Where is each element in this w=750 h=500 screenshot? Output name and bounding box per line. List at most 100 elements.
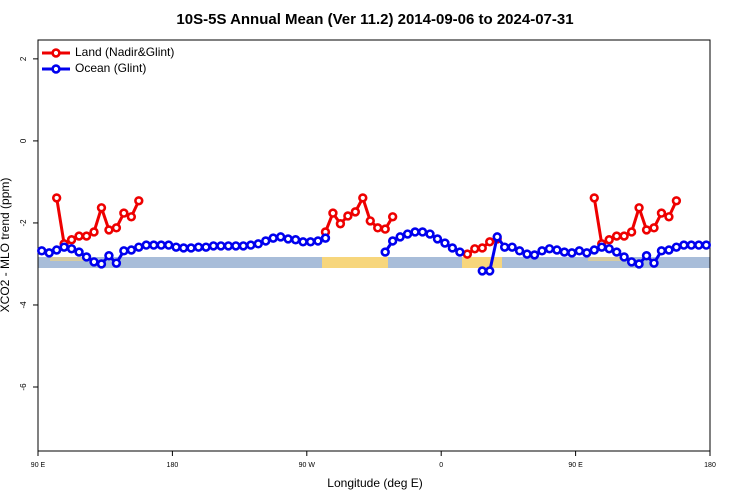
data-point xyxy=(701,240,711,250)
data-point xyxy=(507,242,517,252)
data-point xyxy=(470,244,480,254)
data-point xyxy=(656,208,667,218)
data-point xyxy=(343,211,353,221)
data-point xyxy=(582,248,592,258)
data-point xyxy=(193,242,204,252)
x-axis-label: Longitude (deg E) xyxy=(327,476,422,490)
data-point xyxy=(641,225,652,235)
data-point xyxy=(686,240,697,250)
data-point xyxy=(649,258,659,268)
data-point xyxy=(597,242,607,252)
data-point xyxy=(178,243,189,253)
y-tick-label: -4 xyxy=(19,301,28,309)
data-point xyxy=(634,203,644,213)
data-point xyxy=(313,236,323,246)
data-point xyxy=(619,231,629,241)
data-point xyxy=(104,251,114,261)
data-point xyxy=(328,208,338,218)
legend-label: Land (Nadir&Glint) xyxy=(75,45,174,59)
data-point xyxy=(387,236,398,246)
data-point xyxy=(126,245,137,255)
data-point xyxy=(380,247,390,257)
data-point xyxy=(477,243,487,253)
data-point xyxy=(141,240,151,250)
data-point xyxy=(656,246,667,256)
data-point xyxy=(246,240,256,250)
data-point xyxy=(544,244,555,254)
data-point xyxy=(611,231,622,241)
data-point xyxy=(485,237,495,247)
data-point xyxy=(156,240,166,250)
data-point xyxy=(694,240,704,250)
data-point xyxy=(387,212,398,222)
data-point xyxy=(51,245,62,255)
data-point xyxy=(664,245,674,255)
data-point xyxy=(283,234,293,244)
data-point xyxy=(477,266,487,276)
data-point xyxy=(462,249,473,259)
data-point xyxy=(373,223,383,233)
land-patch xyxy=(50,257,90,261)
data-point xyxy=(81,252,92,262)
legend-marker xyxy=(51,64,61,74)
data-point xyxy=(440,238,450,248)
data-point xyxy=(485,266,495,276)
data-point xyxy=(679,240,689,250)
data-point xyxy=(395,232,405,242)
data-point xyxy=(89,257,99,267)
y-tick-label: 2 xyxy=(19,56,28,61)
data-point xyxy=(163,240,174,250)
data-point xyxy=(134,242,144,252)
data-point xyxy=(619,252,629,262)
data-point xyxy=(455,247,465,257)
data-point xyxy=(664,212,674,222)
data-point xyxy=(208,241,219,251)
data-point xyxy=(552,245,562,255)
data-point xyxy=(574,246,585,256)
data-point xyxy=(305,237,316,247)
data-point xyxy=(350,207,361,217)
data-point xyxy=(149,240,159,250)
data-point xyxy=(537,246,547,256)
data-point xyxy=(223,241,234,251)
data-point xyxy=(104,225,114,235)
data-point xyxy=(447,243,458,253)
land-patch xyxy=(322,257,388,268)
land-patch xyxy=(462,257,502,268)
data-point xyxy=(335,219,346,229)
data-point xyxy=(275,232,286,242)
data-point xyxy=(111,258,122,268)
data-point xyxy=(365,216,375,226)
data-point xyxy=(290,235,301,245)
data-point xyxy=(74,247,84,257)
data-point xyxy=(59,242,69,252)
data-point xyxy=(320,233,331,243)
data-point xyxy=(201,242,211,252)
data-point xyxy=(514,246,525,256)
data-point xyxy=(119,246,129,256)
data-point xyxy=(604,244,614,254)
data-point xyxy=(641,251,652,261)
chart-title: 10S-5S Annual Mean (Ver 11.2) 2014-09-06… xyxy=(176,11,573,28)
data-point xyxy=(626,257,637,267)
data-point xyxy=(559,247,570,257)
data-point xyxy=(529,250,540,260)
data-point xyxy=(492,232,502,242)
land-patch xyxy=(588,257,628,261)
data-point xyxy=(238,241,249,251)
data-point xyxy=(96,259,107,269)
data-point xyxy=(66,244,77,254)
x-tick-label: 90 E xyxy=(568,462,583,469)
data-point xyxy=(589,193,599,203)
data-point xyxy=(522,249,532,259)
data-point xyxy=(268,233,278,243)
data-point xyxy=(216,241,226,251)
x-tick-label: 180 xyxy=(167,462,179,469)
land-mask xyxy=(38,257,710,268)
data-point xyxy=(425,229,435,239)
y-tick-label: -6 xyxy=(19,383,28,391)
data-point xyxy=(671,242,682,252)
y-axis-label: XCO2 - MLO trend (ppm) xyxy=(0,178,12,313)
data-point xyxy=(51,193,62,203)
